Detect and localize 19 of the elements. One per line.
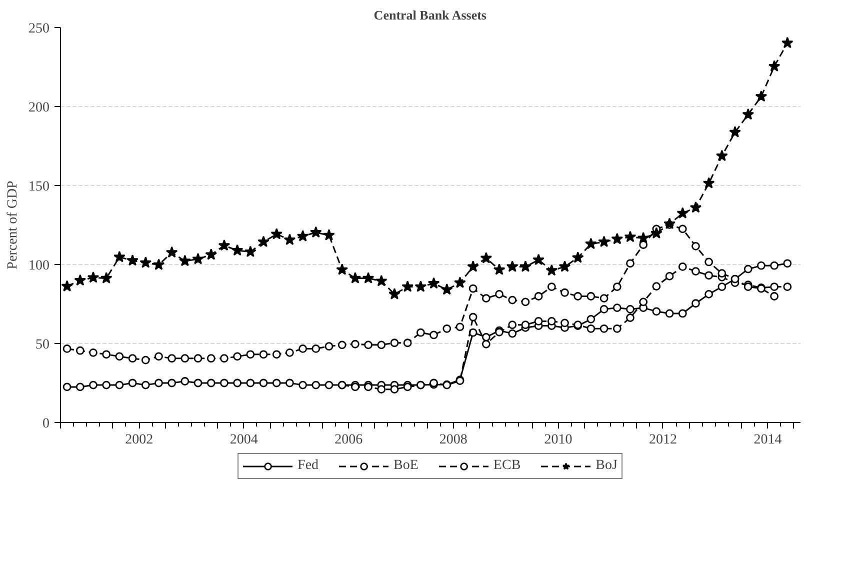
x-tick-label: 2014: [754, 432, 782, 448]
x-tick-label: 2008: [439, 432, 468, 448]
y-tick-label: 200: [28, 100, 50, 116]
y-tick-label: 50: [36, 338, 50, 352]
y-tick-label: 150: [28, 180, 50, 194]
legend-label: BoJ: [596, 458, 618, 474]
y-tick-label: 250: [28, 22, 50, 36]
x-tick-label: 2002: [125, 432, 154, 448]
chart-title: Central Bank Assets: [374, 8, 486, 22]
legend-label: BoE: [394, 458, 418, 474]
x-tick-label: 2010: [544, 432, 572, 448]
x-tick-label: 2004: [230, 432, 258, 448]
y-axis-title: Percent of GDP: [6, 180, 20, 270]
legend-label: ECB: [493, 458, 521, 474]
y-tick-label: 100: [28, 258, 50, 274]
x-tick-label: 2006: [334, 432, 363, 448]
x-tick-label: 2012: [648, 432, 677, 448]
y-tick-label: 0: [42, 416, 50, 432]
legend-label: Fed: [298, 458, 319, 474]
